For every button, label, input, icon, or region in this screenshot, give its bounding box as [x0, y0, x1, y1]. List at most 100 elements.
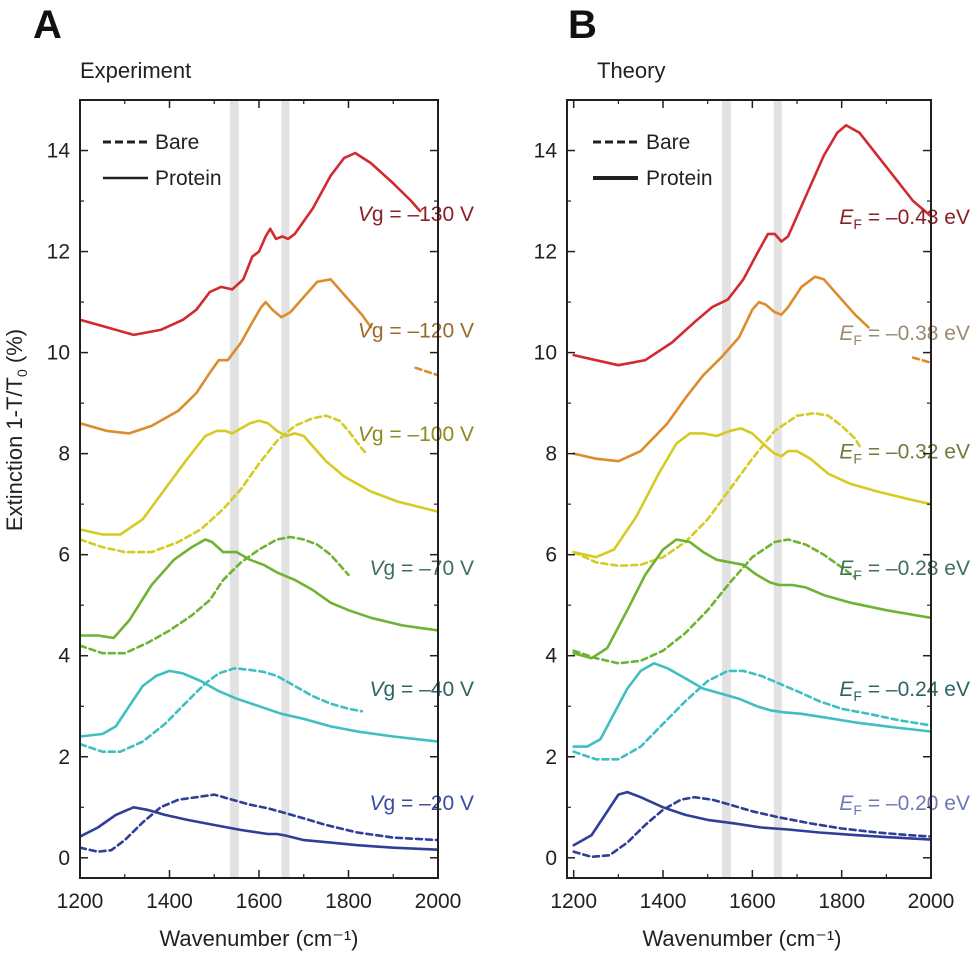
curve-label-prefix-a-2: V: [358, 423, 374, 446]
curve-label-suffix-b-3: = –0.28 eV: [862, 557, 970, 580]
series-a-3-bare-line: [80, 535, 350, 655]
panel-title-b: Theory: [597, 58, 665, 83]
curve-label-prefix-b-0: E: [839, 206, 854, 229]
shaded-band-b-1: [773, 100, 782, 878]
x-tick-label-a-1800: 1800: [325, 890, 372, 913]
x-tick-label-a-1200: 1200: [57, 890, 104, 913]
plot-frame-b: [566, 99, 932, 879]
curve-label-suffix-a-0: g = –130 V: [372, 203, 474, 226]
curve-label-suffix-a-3: g = –70 V: [384, 557, 475, 580]
curve-label-suffix-b-0: = –0.43 eV: [862, 206, 970, 229]
curve-label-suffix-a-4: g = –40 V: [384, 678, 475, 701]
y-tick-label-b-2: 2: [545, 746, 557, 769]
curve-label-suffix-a-5: g = –20 V: [384, 792, 475, 815]
x-tick-label-a-1600: 1600: [236, 890, 283, 913]
curve-label-a-5: Vg = –20 V: [369, 792, 474, 815]
y-tick-label-a-10: 10: [47, 342, 70, 365]
legend-a-bare-label: Bare: [155, 131, 199, 154]
curve-label-b-5: EF = –0.20 eV: [839, 792, 970, 818]
x-tick-label-b-1400: 1400: [640, 890, 687, 913]
curve-label-suffix-b-2: = –0.32 eV: [862, 441, 970, 464]
y-tick-label-b-4: 4: [545, 645, 557, 668]
curve-label-a-3: Vg = –70 V: [369, 557, 474, 580]
series-a-5-protein-line: [80, 806, 438, 851]
y-tick-label-a-4: 4: [58, 645, 70, 668]
y-tick-label-b-0: 0: [545, 847, 557, 870]
curve-label-sub-b-5: F: [853, 802, 862, 818]
series-a-5-bare-line: [80, 793, 438, 853]
curve-label-prefix-a-1: V: [358, 319, 374, 342]
curve-label-sub-b-2: F: [853, 451, 862, 467]
curve-label-prefix-b-2: E: [839, 441, 854, 464]
curve-label-b-4: EF = –0.24 eV: [839, 678, 970, 704]
y-tick-label-b-12: 12: [534, 241, 557, 264]
curve-label-prefix-b-1: E: [839, 322, 854, 345]
panel-letter-a: A: [33, 3, 62, 47]
y-tick-label-a-14: 14: [47, 140, 71, 163]
curve-label-prefix-b-5: E: [839, 792, 854, 815]
y-axis-label-sub: 0: [14, 369, 30, 377]
y-tick-label-b-10: 10: [534, 342, 557, 365]
shaded-band-b-0: [721, 100, 731, 878]
curve-label-b-1: EF = –0.38 eV: [839, 322, 970, 348]
curve-label-a-0: Vg = –130 V: [358, 203, 474, 226]
series-a-4-protein-line: [80, 669, 438, 743]
series-a-3-protein-line: [80, 538, 438, 640]
y-tick-label-a-2: 2: [58, 746, 70, 769]
curve-label-prefix-b-4: E: [839, 678, 854, 701]
legend-b: Bare Protein: [593, 131, 713, 190]
y-tick-label-a-8: 8: [58, 443, 70, 466]
legend-a: Bare Protein: [103, 131, 222, 190]
series-b-5-bare-line: [572, 795, 931, 859]
y-tick-label-a-6: 6: [58, 544, 70, 567]
panel-a-plot: Vg = –130 VVg = –120 VVg = –100 VVg = –7…: [47, 99, 475, 913]
series-b-1-bare-line: [911, 356, 931, 364]
curve-label-sub-b-0: F: [853, 216, 862, 232]
series-a-2-bare-line: [80, 414, 368, 554]
panel-title-a: Experiment: [80, 58, 191, 83]
y-tick-label-a-12: 12: [47, 241, 70, 264]
curve-label-b-2: EF = –0.32 eV: [839, 441, 970, 467]
curve-label-a-1: Vg = –120 V: [358, 319, 474, 342]
panel-letter-b: B: [568, 3, 597, 47]
curve-label-prefix-a-3: V: [369, 557, 385, 580]
curve-label-suffix-b-5: = –0.20 eV: [862, 792, 970, 815]
x-tick-label-b-2000: 2000: [908, 890, 955, 913]
x-axis-label-b: Wavenumber (cm⁻¹): [642, 926, 841, 951]
series-b-5-protein-line: [572, 790, 931, 847]
shaded-band-a-0: [229, 100, 239, 878]
series-a-4-bare-line: [80, 667, 364, 753]
series-b-4-protein-line: [572, 662, 931, 748]
x-axis-label-a: Wavenumber (cm⁻¹): [159, 926, 358, 951]
y-tick-label-b-8: 8: [545, 443, 557, 466]
curve-label-prefix-a-0: V: [358, 203, 374, 226]
y-tick-label-b-14: 14: [534, 140, 558, 163]
curve-label-suffix-b-4: = –0.24 eV: [862, 678, 970, 701]
curve-label-b-3: EF = –0.28 eV: [839, 557, 970, 583]
series-b-1-protein-line: [572, 275, 870, 463]
curve-label-sub-b-1: F: [853, 332, 862, 348]
x-tick-label-b-1800: 1800: [818, 890, 865, 913]
curve-label-a-2: Vg = –100 V: [358, 423, 474, 446]
legend-b-bare-label: Bare: [646, 131, 690, 154]
series-b-3-bare-line: [572, 538, 857, 665]
x-tick-label-a-2000: 2000: [415, 890, 462, 913]
y-axis-label-unit: (%): [2, 329, 27, 369]
series-b-2-protein-line: [572, 427, 931, 559]
y-axis-label-main: Extinction 1-T/T: [2, 377, 27, 531]
series-a-2-protein-line: [80, 419, 438, 536]
series-a-0-protein-line: [80, 151, 422, 337]
series-b-0-protein-line: [572, 124, 931, 367]
curve-label-suffix-a-2: g = –100 V: [372, 423, 474, 446]
legend-a-protein-label: Protein: [155, 167, 222, 190]
y-tick-label-a-0: 0: [58, 847, 70, 870]
series-b-2-bare-line: [572, 411, 861, 568]
curve-label-sub-b-3: F: [853, 567, 862, 583]
series-b-4-bare-line: [572, 669, 931, 761]
curve-label-sub-b-4: F: [853, 688, 862, 704]
series-a-1-protein-line: [80, 278, 373, 435]
x-tick-label-a-1400: 1400: [146, 890, 193, 913]
curve-label-prefix-b-3: E: [839, 557, 854, 580]
